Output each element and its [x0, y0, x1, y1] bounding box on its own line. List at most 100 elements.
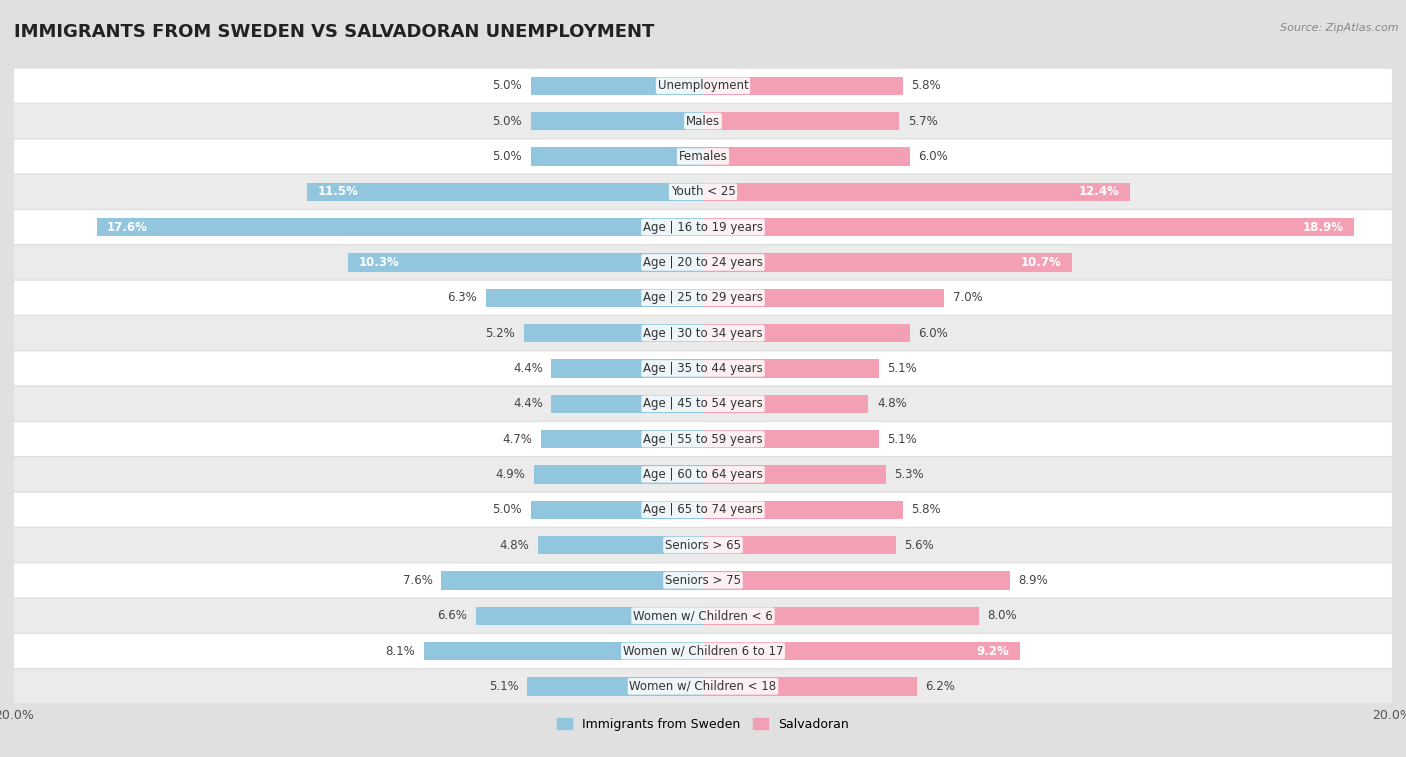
Bar: [531, 500, 703, 519]
Bar: [307, 182, 703, 201]
Text: Youth < 25: Youth < 25: [671, 185, 735, 198]
Bar: [703, 360, 879, 378]
Bar: [703, 606, 979, 625]
FancyBboxPatch shape: [14, 351, 1392, 385]
FancyBboxPatch shape: [14, 387, 1392, 421]
Text: 6.0%: 6.0%: [918, 326, 948, 340]
FancyBboxPatch shape: [14, 457, 1392, 491]
FancyBboxPatch shape: [14, 634, 1392, 668]
Text: Women w/ Children < 6: Women w/ Children < 6: [633, 609, 773, 622]
Text: Age | 65 to 74 years: Age | 65 to 74 years: [643, 503, 763, 516]
Bar: [703, 288, 945, 307]
FancyBboxPatch shape: [14, 316, 1392, 350]
Text: Age | 45 to 54 years: Age | 45 to 54 years: [643, 397, 763, 410]
Text: Age | 55 to 59 years: Age | 55 to 59 years: [643, 432, 763, 446]
Text: 5.7%: 5.7%: [908, 114, 938, 128]
Bar: [531, 148, 703, 166]
Text: 5.6%: 5.6%: [904, 538, 934, 552]
FancyBboxPatch shape: [14, 245, 1392, 279]
Text: 12.4%: 12.4%: [1078, 185, 1119, 198]
Text: 4.7%: 4.7%: [502, 432, 533, 446]
Bar: [703, 394, 869, 413]
Bar: [703, 254, 1071, 272]
Text: 6.6%: 6.6%: [437, 609, 467, 622]
Bar: [531, 112, 703, 130]
Bar: [703, 642, 1019, 660]
FancyBboxPatch shape: [14, 139, 1392, 173]
Bar: [537, 536, 703, 554]
Text: 5.8%: 5.8%: [911, 79, 941, 92]
Text: 5.1%: 5.1%: [887, 362, 917, 375]
Text: 7.6%: 7.6%: [402, 574, 433, 587]
Text: 11.5%: 11.5%: [318, 185, 359, 198]
Bar: [97, 218, 703, 236]
Text: Females: Females: [679, 150, 727, 163]
Bar: [527, 678, 703, 696]
Text: 8.1%: 8.1%: [385, 644, 415, 658]
Text: 5.0%: 5.0%: [492, 503, 522, 516]
Bar: [524, 324, 703, 342]
Text: Source: ZipAtlas.com: Source: ZipAtlas.com: [1281, 23, 1399, 33]
Text: 10.7%: 10.7%: [1021, 256, 1062, 269]
Bar: [703, 678, 917, 696]
Bar: [703, 572, 1010, 590]
Text: 5.0%: 5.0%: [492, 150, 522, 163]
Text: 10.3%: 10.3%: [359, 256, 399, 269]
Bar: [541, 430, 703, 448]
Text: 6.3%: 6.3%: [447, 291, 478, 304]
FancyBboxPatch shape: [14, 528, 1392, 562]
Bar: [475, 606, 703, 625]
Text: Women w/ Children < 18: Women w/ Children < 18: [630, 680, 776, 693]
Bar: [703, 324, 910, 342]
Text: Age | 16 to 19 years: Age | 16 to 19 years: [643, 220, 763, 234]
FancyBboxPatch shape: [14, 669, 1392, 703]
Bar: [534, 466, 703, 484]
FancyBboxPatch shape: [14, 599, 1392, 633]
Text: 4.4%: 4.4%: [513, 362, 543, 375]
Bar: [703, 218, 1354, 236]
Text: IMMIGRANTS FROM SWEDEN VS SALVADORAN UNEMPLOYMENT: IMMIGRANTS FROM SWEDEN VS SALVADORAN UNE…: [14, 23, 654, 41]
Text: 6.0%: 6.0%: [918, 150, 948, 163]
Text: Age | 25 to 29 years: Age | 25 to 29 years: [643, 291, 763, 304]
Bar: [531, 76, 703, 95]
Text: 17.6%: 17.6%: [107, 220, 148, 234]
Text: 9.2%: 9.2%: [977, 644, 1010, 658]
Text: 7.0%: 7.0%: [953, 291, 983, 304]
FancyBboxPatch shape: [14, 563, 1392, 597]
Bar: [703, 148, 910, 166]
Text: 5.0%: 5.0%: [492, 114, 522, 128]
Text: 5.0%: 5.0%: [492, 79, 522, 92]
Bar: [425, 642, 703, 660]
Text: 4.8%: 4.8%: [499, 538, 529, 552]
Bar: [349, 254, 703, 272]
Text: Seniors > 65: Seniors > 65: [665, 538, 741, 552]
Text: 5.2%: 5.2%: [485, 326, 515, 340]
FancyBboxPatch shape: [14, 69, 1392, 103]
Text: 5.1%: 5.1%: [887, 432, 917, 446]
Text: 8.9%: 8.9%: [1018, 574, 1047, 587]
FancyBboxPatch shape: [14, 422, 1392, 456]
Text: Age | 30 to 34 years: Age | 30 to 34 years: [643, 326, 763, 340]
Bar: [551, 360, 703, 378]
Bar: [703, 112, 900, 130]
Text: Age | 35 to 44 years: Age | 35 to 44 years: [643, 362, 763, 375]
Text: 4.4%: 4.4%: [513, 397, 543, 410]
Text: 18.9%: 18.9%: [1303, 220, 1344, 234]
Bar: [486, 288, 703, 307]
Text: Age | 60 to 64 years: Age | 60 to 64 years: [643, 468, 763, 481]
Bar: [551, 394, 703, 413]
Legend: Immigrants from Sweden, Salvadoran: Immigrants from Sweden, Salvadoran: [553, 713, 853, 736]
Bar: [703, 500, 903, 519]
Text: 5.1%: 5.1%: [489, 680, 519, 693]
Bar: [703, 182, 1130, 201]
Text: Seniors > 75: Seniors > 75: [665, 574, 741, 587]
Bar: [703, 76, 903, 95]
Text: 4.9%: 4.9%: [496, 468, 526, 481]
Text: Age | 20 to 24 years: Age | 20 to 24 years: [643, 256, 763, 269]
FancyBboxPatch shape: [14, 210, 1392, 244]
FancyBboxPatch shape: [14, 104, 1392, 138]
FancyBboxPatch shape: [14, 493, 1392, 527]
Text: Women w/ Children 6 to 17: Women w/ Children 6 to 17: [623, 644, 783, 658]
Bar: [441, 572, 703, 590]
Bar: [703, 466, 886, 484]
